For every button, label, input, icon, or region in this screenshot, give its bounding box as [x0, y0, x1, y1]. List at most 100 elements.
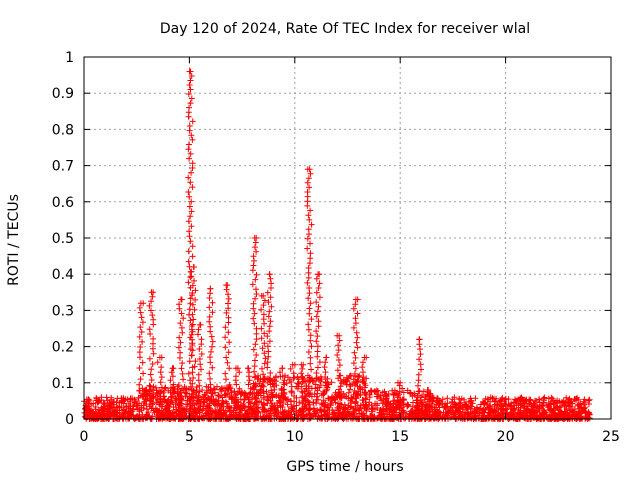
data-point: [250, 315, 257, 322]
data-point: [315, 303, 322, 310]
data-point: [336, 332, 343, 339]
data-point: [178, 296, 184, 303]
data-point: [252, 341, 259, 348]
data-point: [519, 412, 526, 419]
data-point: [417, 414, 424, 421]
data-point: [360, 369, 366, 376]
data-point: [574, 402, 581, 409]
data-point: [228, 389, 235, 396]
data-point: [225, 300, 231, 307]
data-point: [396, 391, 402, 398]
data-point: [332, 399, 339, 406]
data-point: [104, 397, 111, 404]
data-point: [137, 354, 143, 361]
data-point: [222, 334, 229, 341]
data-point: [271, 377, 278, 384]
data-point: [250, 300, 257, 307]
data-point: [222, 324, 229, 331]
data-point: [229, 395, 236, 402]
data-point: [102, 405, 109, 412]
data-point: [467, 398, 474, 404]
data-point: [361, 384, 368, 391]
data-point: [187, 317, 194, 324]
data-point: [582, 409, 589, 416]
data-point: [368, 412, 375, 419]
data-point: [382, 408, 389, 415]
data-point: [199, 415, 206, 422]
data-point: [175, 382, 182, 389]
data-point: [208, 333, 215, 340]
data-point: [178, 310, 185, 317]
data-point: [341, 401, 348, 408]
data-point: [168, 393, 175, 400]
data-point: [580, 398, 587, 405]
data-point: [203, 409, 210, 416]
data-point: [189, 184, 196, 191]
data-point: [189, 118, 196, 125]
data-point: [301, 403, 308, 410]
y-tick-label: 0.1: [52, 376, 74, 392]
data-point: [324, 404, 331, 411]
data-point: [182, 393, 189, 400]
data-point: [491, 401, 498, 408]
data-point: [424, 387, 431, 393]
data-point: [256, 380, 263, 387]
data-point: [306, 216, 313, 223]
data-point: [287, 398, 294, 404]
data-point: [459, 406, 466, 413]
data-point: [191, 363, 198, 370]
data-point: [148, 377, 155, 383]
data-point: [252, 276, 259, 283]
data-point: [418, 366, 424, 373]
data-point: [223, 309, 230, 316]
data-point: [222, 344, 229, 351]
data-point: [349, 396, 356, 402]
data-point: [249, 411, 256, 418]
data-point: [249, 267, 256, 274]
data-point: [547, 401, 554, 407]
data-point: [186, 228, 193, 235]
data-point: [430, 412, 437, 419]
data-point: [185, 174, 192, 181]
data-point: [322, 369, 329, 376]
data-point: [490, 410, 497, 417]
data-point: [225, 314, 232, 321]
data-point: [284, 401, 291, 408]
data-point: [253, 352, 260, 358]
data-point: [158, 364, 165, 371]
data-point: [315, 271, 321, 278]
data-point: [305, 372, 311, 379]
data-point: [586, 396, 593, 403]
data-point: [140, 390, 147, 397]
data-point: [104, 415, 111, 421]
data-point: [207, 285, 214, 292]
data-point: [176, 301, 182, 308]
x-tick-label: 25: [602, 429, 620, 445]
data-point: [305, 398, 312, 405]
data-point: [114, 395, 121, 402]
data-point: [198, 351, 205, 357]
data-point: [185, 248, 192, 255]
data-point: [569, 407, 575, 414]
data-point: [300, 378, 307, 385]
data-point: [187, 383, 194, 390]
data-point: [299, 365, 306, 372]
data-point: [359, 364, 366, 371]
data-point: [138, 407, 145, 414]
data-point: [137, 344, 144, 350]
data-point: [314, 333, 321, 340]
data-point: [426, 403, 433, 410]
data-point: [226, 413, 233, 420]
data-point: [127, 403, 134, 409]
data-point: [253, 286, 259, 293]
data-point: [414, 392, 421, 399]
data-point: [251, 368, 258, 375]
data-point: [216, 406, 223, 413]
y-tick-label: 0: [65, 412, 74, 428]
data-point: [554, 403, 561, 410]
data-point: [190, 316, 197, 323]
data-point: [167, 394, 174, 401]
data-point: [253, 336, 260, 343]
data-point: [391, 397, 398, 404]
y-tick-label: 0.7: [52, 159, 74, 175]
